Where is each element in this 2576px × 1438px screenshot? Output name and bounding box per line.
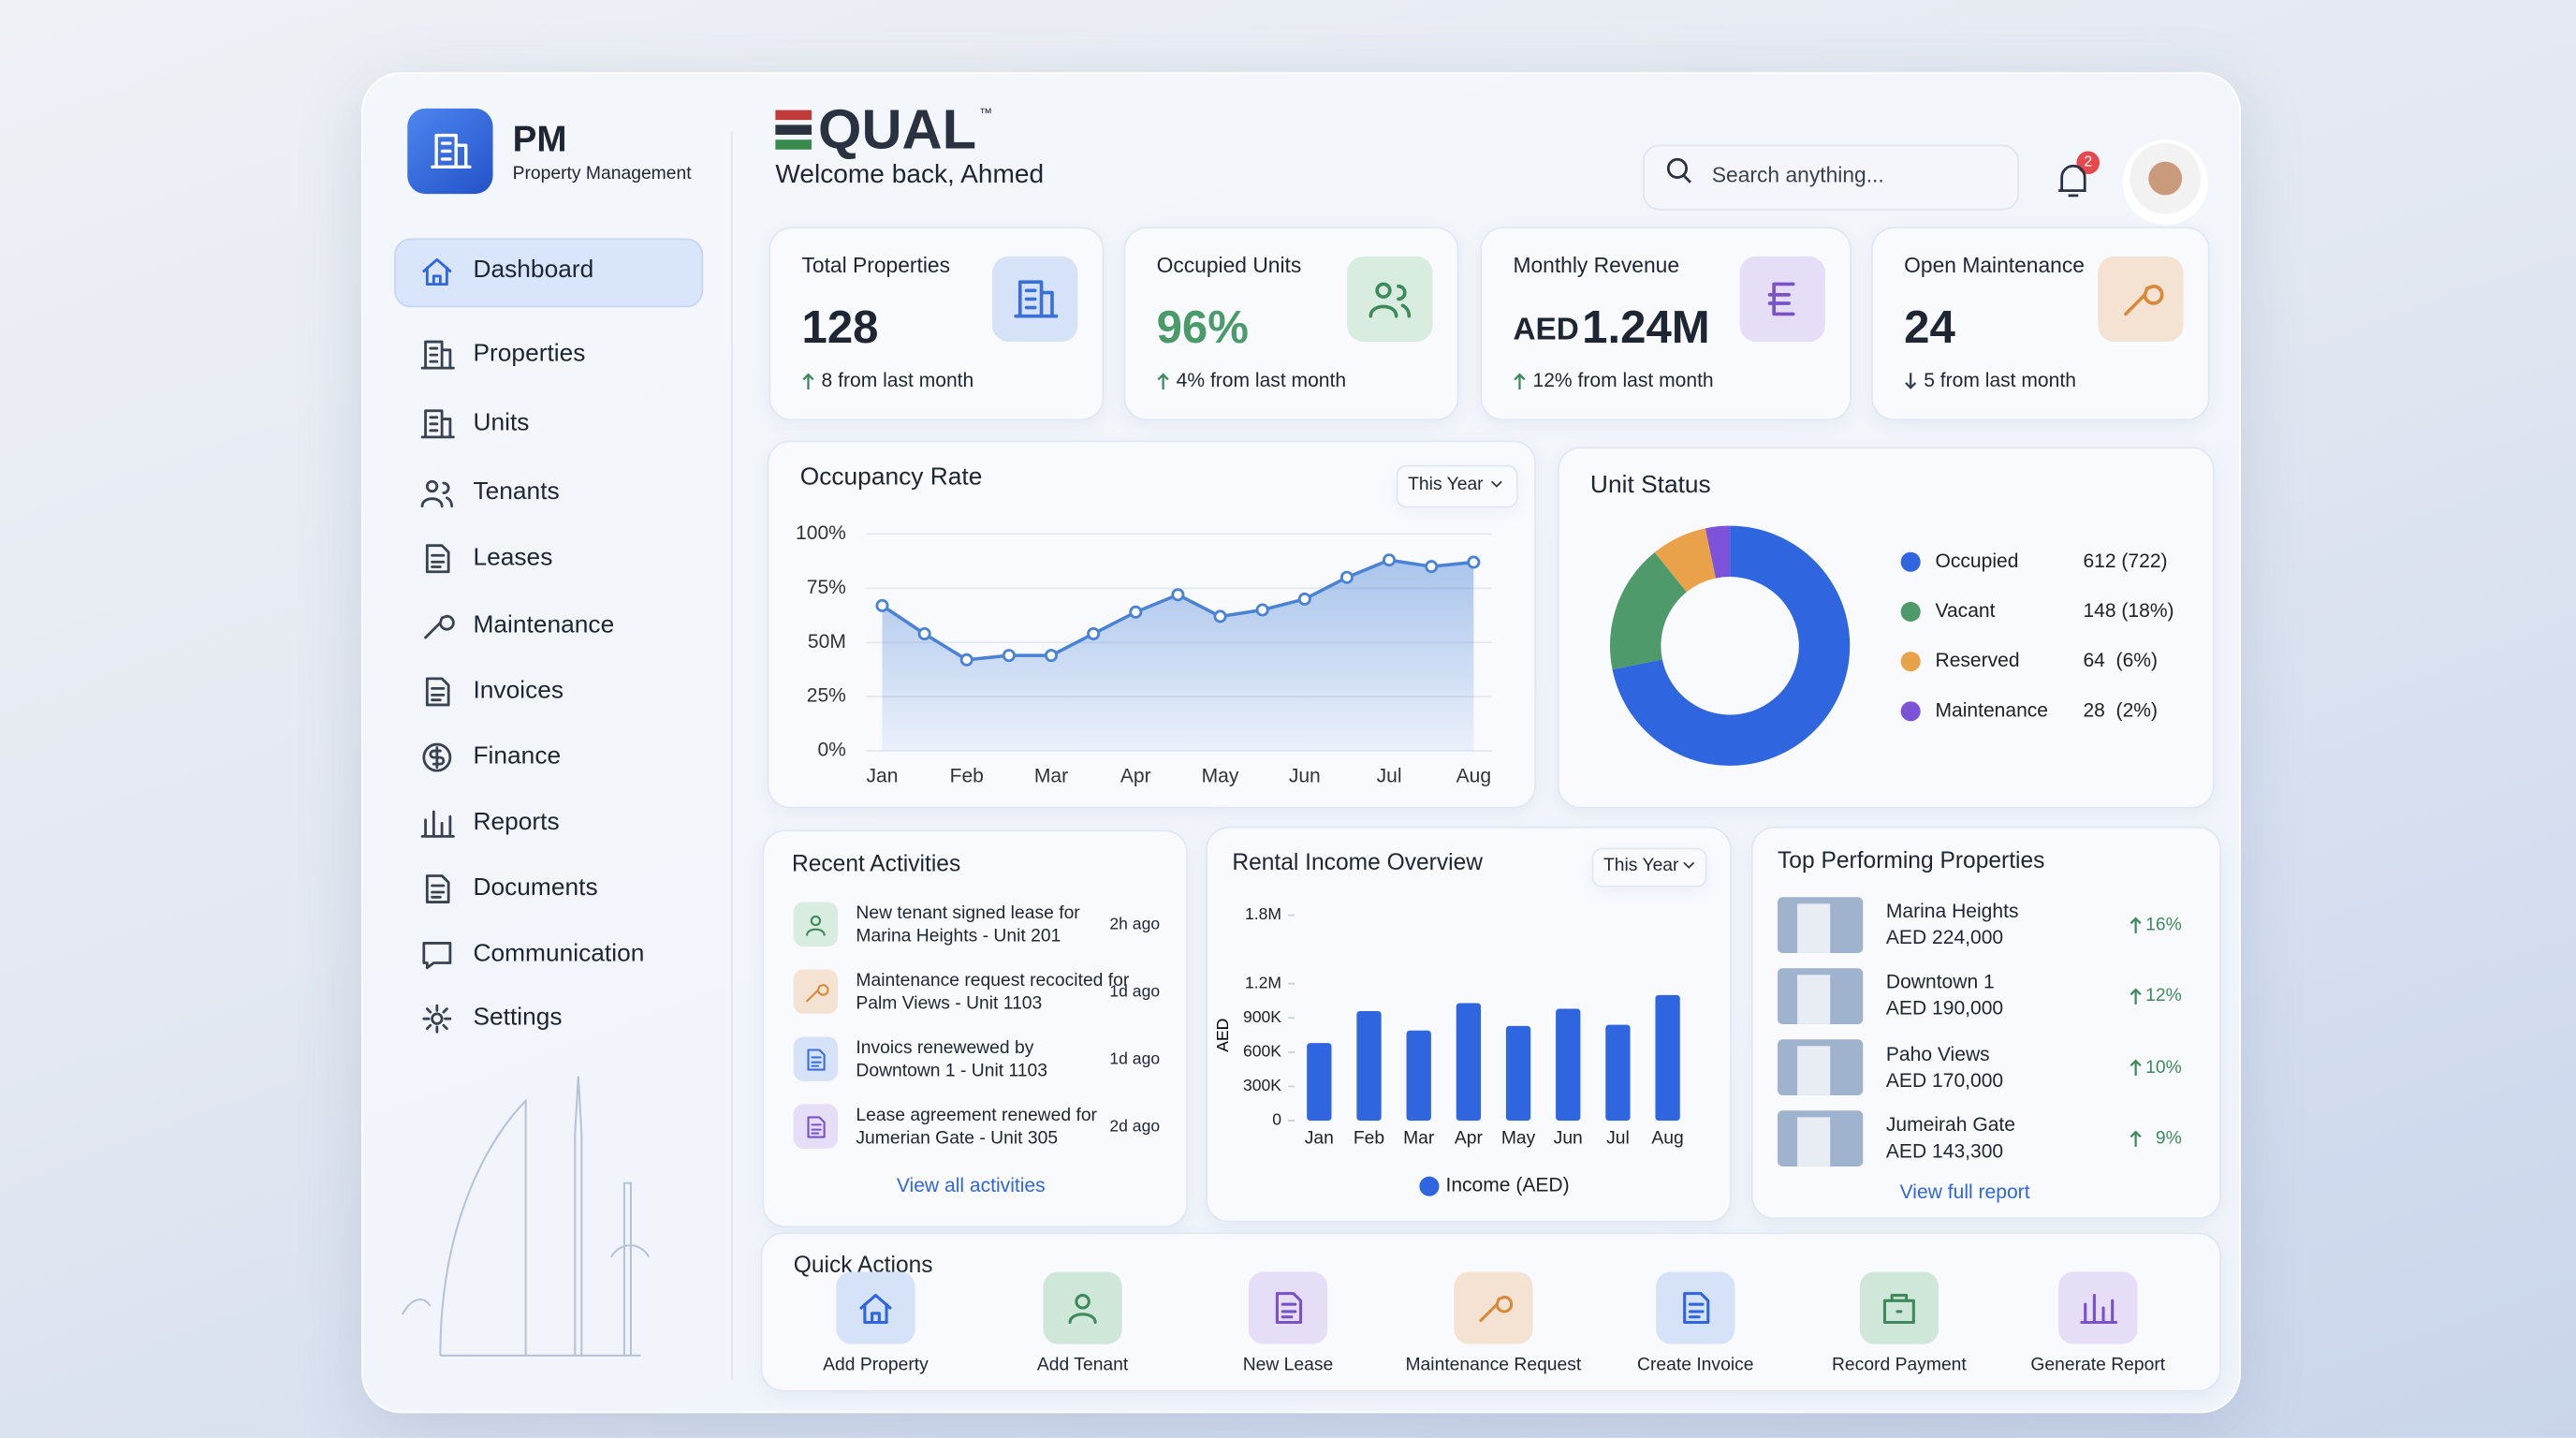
nav-item[interactable]: Finance [473,741,562,770]
property-name: Downtown 1 [1885,970,1995,994]
activities-panel [762,829,1188,1228]
kpi-change: 4% from last month [1176,368,1347,392]
action-label[interactable]: Add Tenant [1036,1355,1129,1375]
nav-item[interactable]: Documents [473,873,598,902]
kpi-value: 128 [801,301,879,353]
chart-title: Rental Income Overview [1232,848,1484,875]
property-amount: AED 170,000 [1885,1067,2004,1092]
filter-label: This Year [1603,856,1679,876]
trademark: ™ [979,106,993,122]
filter-button[interactable] [1591,847,1707,888]
nav-item[interactable]: Tenants [473,477,560,506]
chart-title: Unit Status [1589,471,1711,500]
logo-box [407,108,493,195]
property-amount: AED 143,300 [1885,1138,2004,1163]
activity-time: 1d ago [1109,1050,1161,1069]
kpi-change: 8 from last month [821,368,974,392]
kpi-prefix: AED [1513,313,1579,348]
activity-text: New tenant signed lease for [856,903,1080,924]
nav-item[interactable]: Dashboard [473,256,594,285]
kpi-value: 96% [1156,301,1249,353]
kpi-label: Occupied Units [1156,253,1302,278]
property-amount: AED 224,000 [1885,925,2004,949]
action-label[interactable]: Record Payment [1831,1355,1967,1375]
activity-time: 1d ago [1109,983,1161,1002]
avatar[interactable] [2122,139,2208,226]
property-change: 10% [2145,1057,2182,1078]
brand: QUAL [818,98,977,162]
nav-item[interactable]: Communication [473,939,645,968]
activity-time: 2d ago [1109,1118,1161,1137]
kpi-value: 1.24M [1582,301,1710,353]
action-label[interactable]: Maintenance Request [1405,1355,1582,1375]
filter-label: This Year [1408,475,1484,495]
panel-title: Top Performing Properties [1778,846,2045,873]
action-label[interactable]: Add Property [823,1355,929,1375]
nav-item[interactable]: Maintenance [473,610,615,639]
kpi-value: 24 [1904,301,1955,353]
notification-count: 2 [2084,153,2093,169]
kpi-label: Open Maintenance [1904,253,2085,278]
property-name: Marina Heights [1885,899,2019,923]
chart-title: Occupancy Rate [799,462,983,492]
activity-text: Maintenance request recocited for [856,971,1130,991]
action-label[interactable]: Create Invoice [1637,1355,1754,1375]
property-change: 9% [2155,1128,2182,1149]
kpi-change: 12% from last month [1532,368,1714,392]
nav-item[interactable]: Invoices [473,676,564,705]
action-label[interactable]: New Lease [1242,1355,1334,1375]
view-link[interactable]: View all activities [896,1173,1046,1197]
action-label[interactable]: Generate Report [2030,1355,2166,1375]
panel-title: Recent Activities [791,849,961,877]
property-name: Jumeirah Gate [1885,1112,2015,1137]
kpi-label: Monthly Revenue [1513,253,1680,278]
kpi-label: Total Properties [801,253,951,278]
sidebar-divider [731,131,733,1381]
logo-subtitle: Property Management [512,164,692,184]
nav-item[interactable]: Reports [473,808,560,836]
view-link[interactable]: View full report [1899,1180,2030,1204]
activity-text: Marina Heights - Unit 201 [856,926,1061,946]
welcome: Welcome back, Ahmed [775,161,1045,190]
property-name: Paho Views [1885,1041,1990,1065]
activity-time: 2h ago [1109,916,1161,934]
nav-item[interactable]: Properties [473,339,586,368]
property-amount: AED 190,000 [1885,996,2004,1020]
property-change: 12% [2145,986,2182,1006]
nav-item[interactable]: Units [473,408,530,437]
nav-item[interactable]: Settings [473,1003,563,1032]
search-placeholder: Search anything... [1711,162,1884,187]
property-change: 16% [2145,915,2182,935]
logo-title: PM [512,118,567,160]
activity-text: Palm Views - Unit 1103 [856,993,1043,1014]
activity-text: Jumerian Gate - Unit 305 [856,1128,1059,1149]
activity-text: Downtown 1 - Unit 1103 [856,1061,1048,1081]
search-box[interactable] [1643,144,2020,211]
kpi-change: 5 from last month [1924,368,2076,392]
activity-text: Lease agreement renewed for [856,1106,1097,1126]
activity-text: Invoics renewewed by [856,1038,1034,1059]
unit-status-panel [1557,447,2215,809]
panel-title: Quick Actions [793,1251,933,1278]
nav-item[interactable]: Leases [473,543,553,572]
